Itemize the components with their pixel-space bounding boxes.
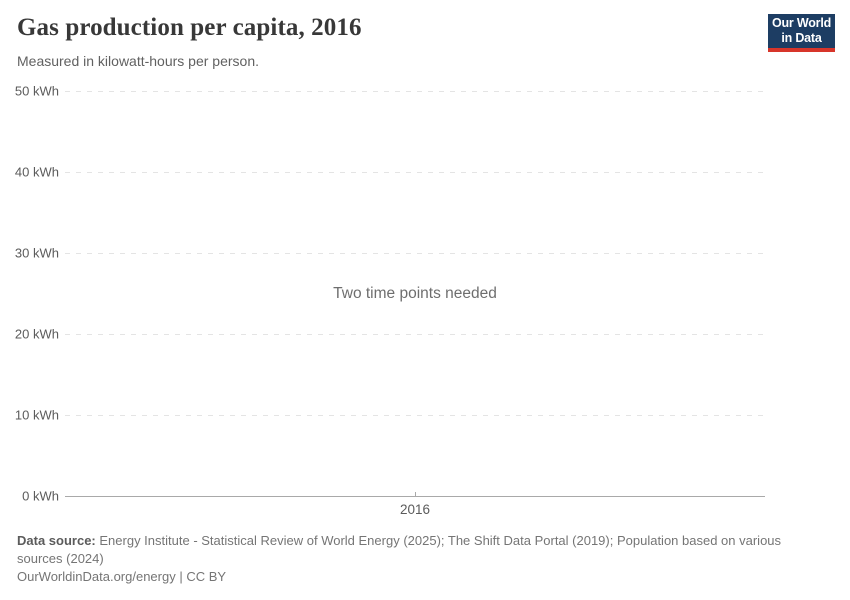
owid-logo-line1: Our World — [771, 16, 832, 30]
gridline — [65, 334, 765, 335]
empty-state-message: Two time points needed — [333, 285, 497, 302]
x-axis-tick-label: 2016 — [399, 502, 431, 517]
gridline — [65, 91, 765, 92]
data-source-text[interactable]: Energy Institute - Statistical Review of… — [17, 533, 782, 566]
y-axis-tick-label: 50 kWh — [14, 83, 59, 99]
y-axis-tick-label: 10 kWh — [14, 407, 59, 423]
y-axis-tick-label: 40 kWh — [14, 164, 59, 180]
license-line[interactable]: OurWorldinData.org/energy | CC BY — [17, 569, 227, 584]
y-axis-tick-label: 20 kWh — [14, 326, 59, 342]
x-axis-tick-mark — [415, 492, 416, 496]
owid-logo[interactable]: Our World in Data — [768, 14, 835, 52]
data-source-line[interactable]: Data source: Energy Institute - Statisti… — [17, 532, 817, 568]
chart-title: Gas production per capita, 2016 — [17, 14, 362, 41]
data-source-label: Data source: — [17, 533, 96, 548]
chart-subtitle: Measured in kilowatt-hours per person. — [17, 53, 260, 69]
y-axis-tick-label: 30 kWh — [14, 245, 59, 261]
gridline — [65, 253, 765, 254]
x-axis-line — [65, 496, 765, 497]
gridline — [65, 172, 765, 173]
y-axis-tick-label: 0 kWh — [22, 488, 59, 504]
gridline — [65, 415, 765, 416]
owid-logo-line2: in Data — [781, 31, 822, 45]
